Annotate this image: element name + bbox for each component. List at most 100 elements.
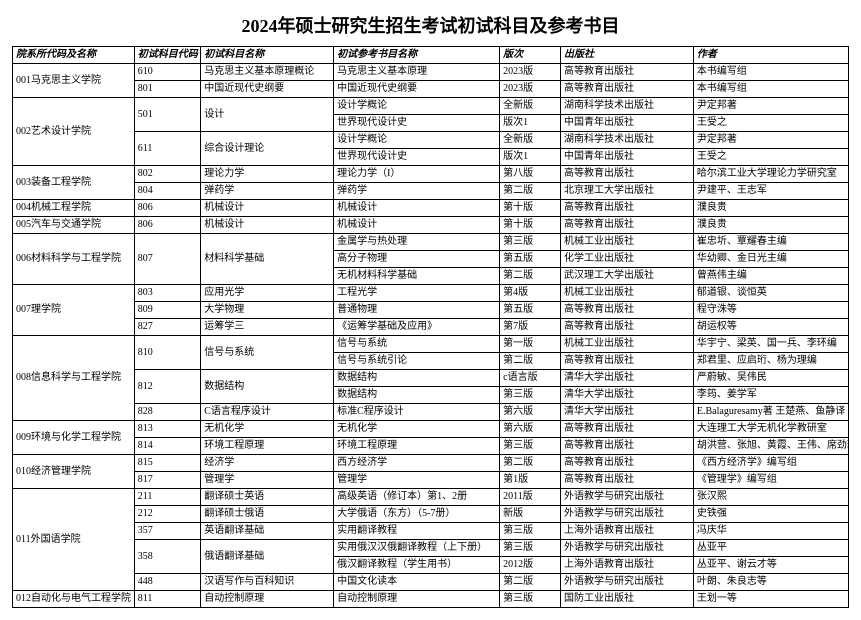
cell-edition: 第二版: [500, 455, 561, 472]
cell-code: 807: [134, 234, 200, 285]
cell-code: 815: [134, 455, 200, 472]
cell-author: 濮良贵: [693, 200, 848, 217]
cell-author: 王受之: [693, 149, 848, 166]
table-row: 007理学院803应用光学工程光学第4版机械工业出版社郁道银、谈恒英: [13, 285, 849, 302]
cell-subject: 数据结构: [201, 370, 334, 404]
cell-code: 804: [134, 183, 200, 200]
cell-book: 无机化学: [334, 421, 500, 438]
cell-edition: 第二版: [500, 268, 561, 285]
cell-publisher: 上海外语教育出版社: [561, 523, 694, 540]
table-row: 812数据结构数据结构c语言版清华大学出版社严蔚敏、吴伟民: [13, 370, 849, 387]
cell-book: 俄汉翻译教程（学生用书）: [334, 557, 500, 574]
cell-publisher: 高等教育出版社: [561, 438, 694, 455]
cell-subject: 理论力学: [201, 166, 334, 183]
cell-edition: 全新版: [500, 132, 561, 149]
cell-subject: 综合设计理论: [201, 132, 334, 166]
cell-edition: 第五版: [500, 251, 561, 268]
table-row: 001马克思主义学院610马克思主义基本原理概论马克思主义基本原理2023版高等…: [13, 64, 849, 81]
cell-edition: 第三版: [500, 234, 561, 251]
cell-book: 设计学概论: [334, 132, 500, 149]
table-row: 358俄语翻译基础实用俄汉汉俄翻译教程（上下册）第三版外语教学与研究出版社丛亚平: [13, 540, 849, 557]
cell-publisher: 高等教育出版社: [561, 421, 694, 438]
cell-book: 高分子物理: [334, 251, 500, 268]
table-row: 448汉语写作与百科知识中国文化读本第二版外语教学与研究出版社叶朗、朱良志等: [13, 574, 849, 591]
cell-subject: 汉语写作与百科知识: [201, 574, 334, 591]
cell-author: 曾燕伟主编: [693, 268, 848, 285]
cell-author: 王受之: [693, 115, 848, 132]
cell-book: 普通物理: [334, 302, 500, 319]
cell-author: 本书编写组: [693, 81, 848, 98]
cell-edition: 第三版: [500, 591, 561, 608]
cell-publisher: 中国青年出版社: [561, 149, 694, 166]
cell-book: 世界现代设计史: [334, 149, 500, 166]
table-row: 817管理学管理学第1版高等教育出版社《管理学》编写组: [13, 472, 849, 489]
cell-edition: 第4版: [500, 285, 561, 302]
page-title: 2024年硕士研究生招生考试初试科目及参考书目: [12, 12, 849, 38]
cell-subject: C语言程序设计: [201, 404, 334, 421]
cell-edition: 全新版: [500, 98, 561, 115]
cell-code: 358: [134, 540, 200, 574]
cell-edition: 第八版: [500, 166, 561, 183]
cell-author: 严蔚敏、吴伟民: [693, 370, 848, 387]
cell-publisher: 化学工业出版社: [561, 251, 694, 268]
cell-publisher: 高等教育出版社: [561, 217, 694, 234]
cell-subject: 经济学: [201, 455, 334, 472]
cell-code: 611: [134, 132, 200, 166]
table-header-row: 院系所代码及名称 初试科目代码 初试科目名称 初试参考书目名称 版次 出版社 作…: [13, 47, 849, 64]
cell-edition: 第三版: [500, 523, 561, 540]
cell-author: 《西方经济学》编写组: [693, 455, 848, 472]
cell-book: 中国文化读本: [334, 574, 500, 591]
cell-subject: 翻译硕士英语: [201, 489, 334, 506]
table-row: 003装备工程学院802理论力学理论力学（I）第八版高等教育出版社哈尔滨工业大学…: [13, 166, 849, 183]
table-row: 804弹药学弹药学第二版北京理工大学出版社尹建平、王志军: [13, 183, 849, 200]
cell-code: 806: [134, 217, 200, 234]
cell-book: 标准C程序设计: [334, 404, 500, 421]
table-row: 828C语言程序设计标准C程序设计第六版清华大学出版社E.Balaguresam…: [13, 404, 849, 421]
cell-author: 丛亚平: [693, 540, 848, 557]
cell-subject: 英语翻译基础: [201, 523, 334, 540]
cell-author: 哈尔滨工业大学理论力学研究室: [693, 166, 848, 183]
cell-publisher: 清华大学出版社: [561, 387, 694, 404]
cell-publisher: 机械工业出版社: [561, 336, 694, 353]
cell-book: 马克思主义基本原理: [334, 64, 500, 81]
cell-edition: 新版: [500, 506, 561, 523]
table-row: 010经济管理学院815经济学西方经济学第二版高等教育出版社《西方经济学》编写组: [13, 455, 849, 472]
cell-author: E.Balaguresamy著 王楚燕、鱼静译: [693, 404, 848, 421]
cell-book: 实用俄汉汉俄翻译教程（上下册）: [334, 540, 500, 557]
cell-edition: 第五版: [500, 302, 561, 319]
cell-author: 郑君里、应启珩、杨为理编: [693, 353, 848, 370]
cell-code: 610: [134, 64, 200, 81]
cell-edition: 第1版: [500, 472, 561, 489]
cell-code: 501: [134, 98, 200, 132]
cell-edition: 第六版: [500, 404, 561, 421]
cell-edition: 第二版: [500, 183, 561, 200]
cell-code: 809: [134, 302, 200, 319]
cell-subject: 俄语翻译基础: [201, 540, 334, 574]
exam-reference-table: 院系所代码及名称 初试科目代码 初试科目名称 初试参考书目名称 版次 出版社 作…: [12, 46, 849, 608]
cell-edition: 第三版: [500, 540, 561, 557]
cell-edition: 第一版: [500, 336, 561, 353]
table-row: 611综合设计理论设计学概论全新版湖南科学技术出版社尹定邦著: [13, 132, 849, 149]
cell-publisher: 清华大学出版社: [561, 370, 694, 387]
cell-code: 211: [134, 489, 200, 506]
cell-author: 华幼卿、金日光主编: [693, 251, 848, 268]
cell-code: 810: [134, 336, 200, 370]
cell-author: 史铁强: [693, 506, 848, 523]
col-dept: 院系所代码及名称: [13, 47, 135, 64]
cell-author: 李筠、姜学军: [693, 387, 848, 404]
cell-code: 814: [134, 438, 200, 455]
cell-author: 本书编写组: [693, 64, 848, 81]
cell-publisher: 机械工业出版社: [561, 234, 694, 251]
cell-book: 信号与系统: [334, 336, 500, 353]
cell-author: 尹建平、王志军: [693, 183, 848, 200]
cell-edition: 2023版: [500, 81, 561, 98]
col-edition: 版次: [500, 47, 561, 64]
cell-book: 实用翻译教程: [334, 523, 500, 540]
col-author: 作者: [693, 47, 848, 64]
cell-publisher: 外语教学与研究出版社: [561, 489, 694, 506]
cell-subject: 机械设计: [201, 217, 334, 234]
cell-dept: 012自动化与电气工程学院: [13, 591, 135, 608]
cell-subject: 翻译硕士俄语: [201, 506, 334, 523]
table-row: 012自动化与电气工程学院811自动控制原理自动控制原理第三版国防工业出版社王划…: [13, 591, 849, 608]
col-publisher: 出版社: [561, 47, 694, 64]
